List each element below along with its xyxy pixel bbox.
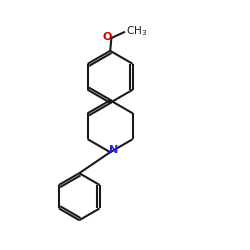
Text: CH$_3$: CH$_3$ bbox=[126, 24, 148, 38]
Text: O: O bbox=[102, 32, 112, 42]
Text: N: N bbox=[108, 145, 118, 155]
